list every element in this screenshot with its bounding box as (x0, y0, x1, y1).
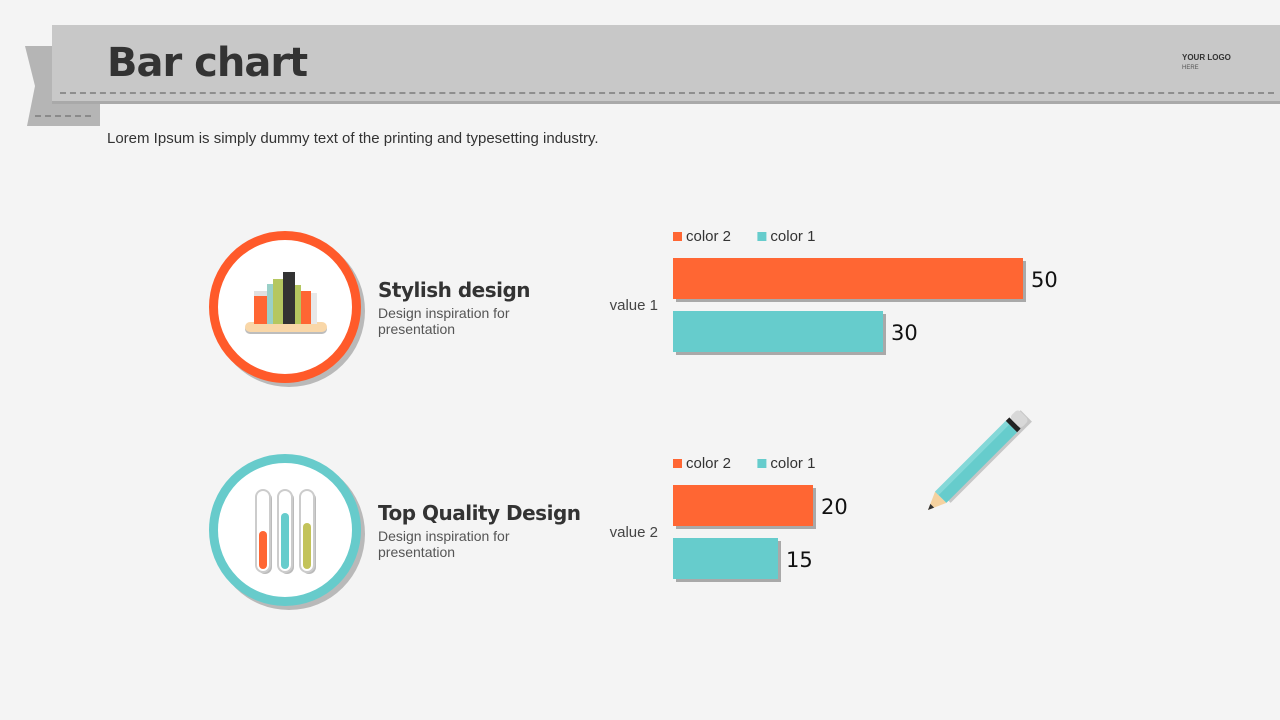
legend-swatch (757, 459, 767, 468)
legend-label: color 1 (770, 455, 815, 472)
category-label: value 2 (610, 524, 658, 541)
subtitle: Lorem Ipsum is simply dummy text of the … (107, 130, 599, 147)
header-band (52, 25, 1280, 104)
header-dashed-line (60, 92, 1274, 94)
test-tubes-icon (255, 489, 316, 574)
legend-label: color 1 (770, 228, 815, 245)
category-label: value 1 (610, 297, 658, 314)
logo-subtext: HERE (1182, 65, 1199, 71)
feature-title: Top Quality Design (378, 501, 581, 525)
bar (673, 258, 1023, 299)
feature-circle-stylish (209, 231, 361, 383)
logo-text: YOUR LOGO (1182, 53, 1231, 62)
legend-swatch (673, 459, 682, 468)
data-label: 30 (891, 321, 918, 345)
pencil-icon (928, 410, 1032, 510)
data-label: 20 (821, 495, 848, 519)
legend-label: color 2 (686, 228, 731, 245)
legend-label: color 2 (686, 455, 731, 472)
legend-swatch (757, 232, 767, 241)
data-label: 15 (786, 548, 813, 572)
bar (673, 311, 883, 352)
data-label: 50 (1031, 268, 1058, 292)
legend-swatch (673, 232, 682, 241)
bar (673, 538, 778, 579)
feature-title: Stylish design (378, 278, 531, 302)
feature-desc: Design inspiration for presentation (378, 305, 510, 337)
feature-desc: Design inspiration for presentation (378, 528, 510, 560)
bar (673, 485, 813, 526)
feature-circle-quality (209, 454, 361, 606)
page-title: Bar chart (107, 40, 308, 86)
books-icon (245, 272, 327, 334)
